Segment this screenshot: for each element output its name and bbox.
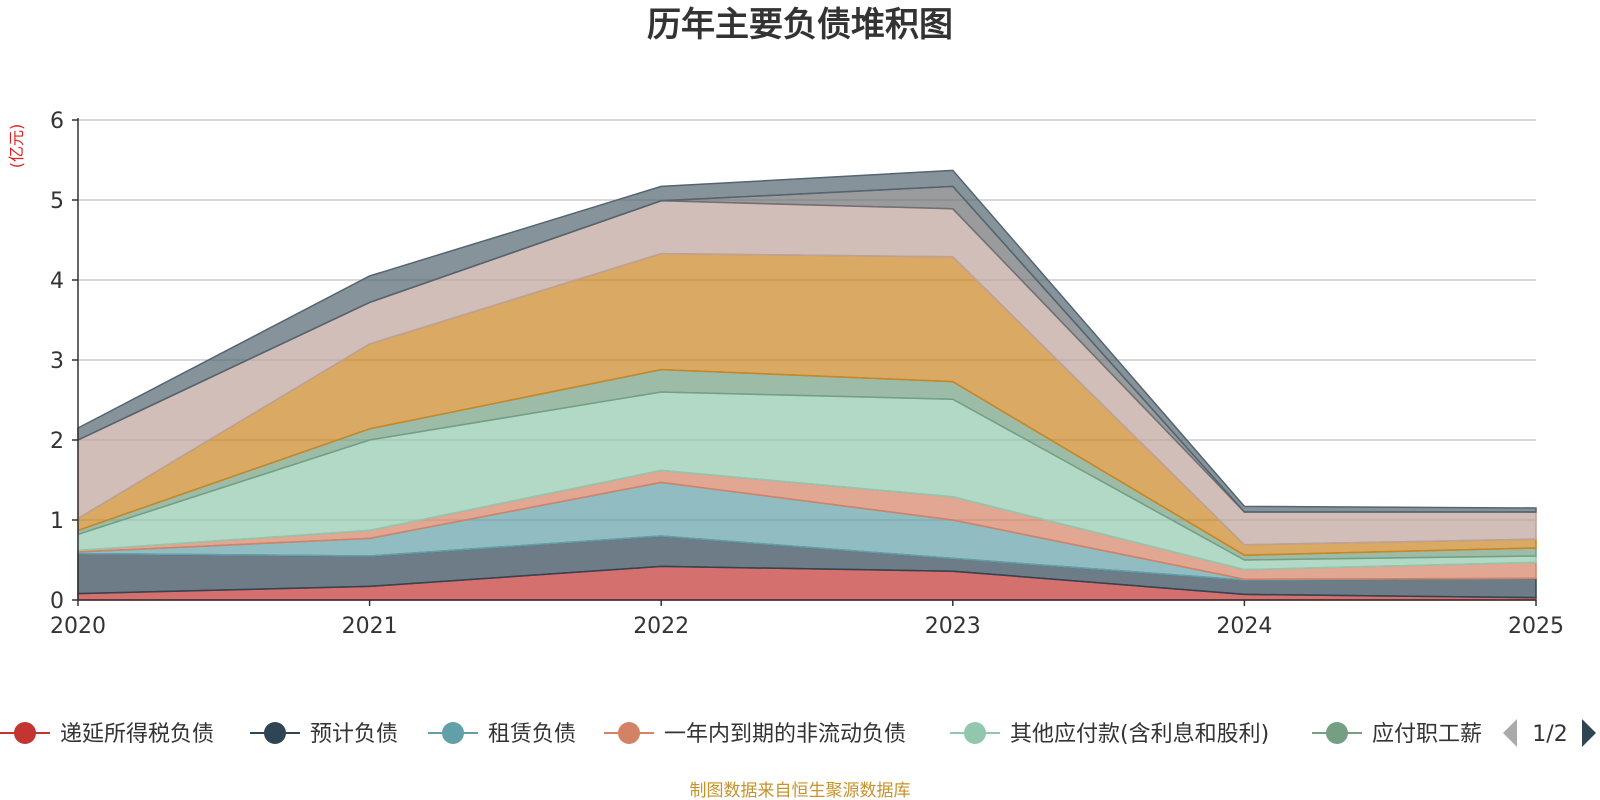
legend-label: 应付职工薪	[1372, 722, 1482, 747]
legend-items: 递延所得税负债 预计负债 租赁负债 一年内到期的非流动负债 其他应付款(含利息和股利) 应…	[0, 722, 1482, 747]
x-tick-label: 2023	[925, 614, 981, 639]
legend-label: 预计负债	[310, 722, 398, 747]
legend-item[interactable]: 其他应付款(含利息和股利)	[950, 722, 1269, 747]
y-tick-label: 4	[50, 269, 64, 294]
legend-marker-icon	[618, 722, 640, 744]
chart-title: 历年主要负债堆积图	[647, 5, 953, 45]
y-axis-unit: (亿元)	[7, 124, 26, 169]
legend-item[interactable]: 递延所得税负债	[0, 722, 214, 747]
y-tick-labels: 0 1 2 3 4 5 6	[50, 109, 78, 614]
legend-next-page-icon[interactable]	[1582, 719, 1596, 747]
x-tick-label: 2024	[1216, 614, 1272, 639]
legend-marker-icon	[264, 722, 286, 744]
legend-label: 递延所得税负债	[60, 722, 214, 747]
legend-marker-icon	[14, 722, 36, 744]
legend-item[interactable]: 租赁负债	[428, 722, 576, 747]
legend: 递延所得税负债 预计负债 租赁负债 一年内到期的非流动负债 其他应付款(含利息和股利) 应…	[0, 722, 1482, 747]
y-tick-label: 0	[50, 589, 64, 614]
stacked-areas	[77, 169, 1537, 601]
y-tick-label: 6	[50, 109, 64, 134]
legend-pager: 1/2	[1503, 719, 1596, 747]
y-tick-label: 2	[50, 429, 64, 454]
area-series[interactable]	[77, 169, 1537, 513]
x-tick-label: 2020	[50, 614, 106, 639]
legend-item[interactable]: 预计负债	[250, 722, 398, 747]
legend-label: 其他应付款(含利息和股利)	[1010, 722, 1269, 747]
y-tick-label: 1	[50, 509, 64, 534]
legend-item[interactable]: 应付职工薪	[1312, 722, 1482, 747]
legend-label: 一年内到期的非流动负债	[664, 722, 906, 747]
legend-label: 租赁负债	[488, 722, 576, 747]
x-tick-label: 2025	[1508, 614, 1564, 639]
y-tick-label: 3	[50, 349, 64, 374]
source-note: 制图数据来自恒生聚源数据库	[690, 781, 911, 800]
legend-marker-icon	[1326, 722, 1348, 744]
x-tick-label: 2021	[342, 614, 398, 639]
y-tick-label: 5	[50, 189, 64, 214]
legend-page-indicator: 1/2	[1532, 722, 1567, 747]
legend-marker-icon	[964, 722, 986, 744]
legend-prev-page-icon[interactable]	[1503, 719, 1517, 747]
legend-item[interactable]: 一年内到期的非流动负债	[604, 722, 906, 747]
x-tick-labels: 2020 2021 2022 2023 2024 2025	[50, 600, 1564, 639]
legend-marker-icon	[442, 722, 464, 744]
x-tick-label: 2022	[633, 614, 689, 639]
